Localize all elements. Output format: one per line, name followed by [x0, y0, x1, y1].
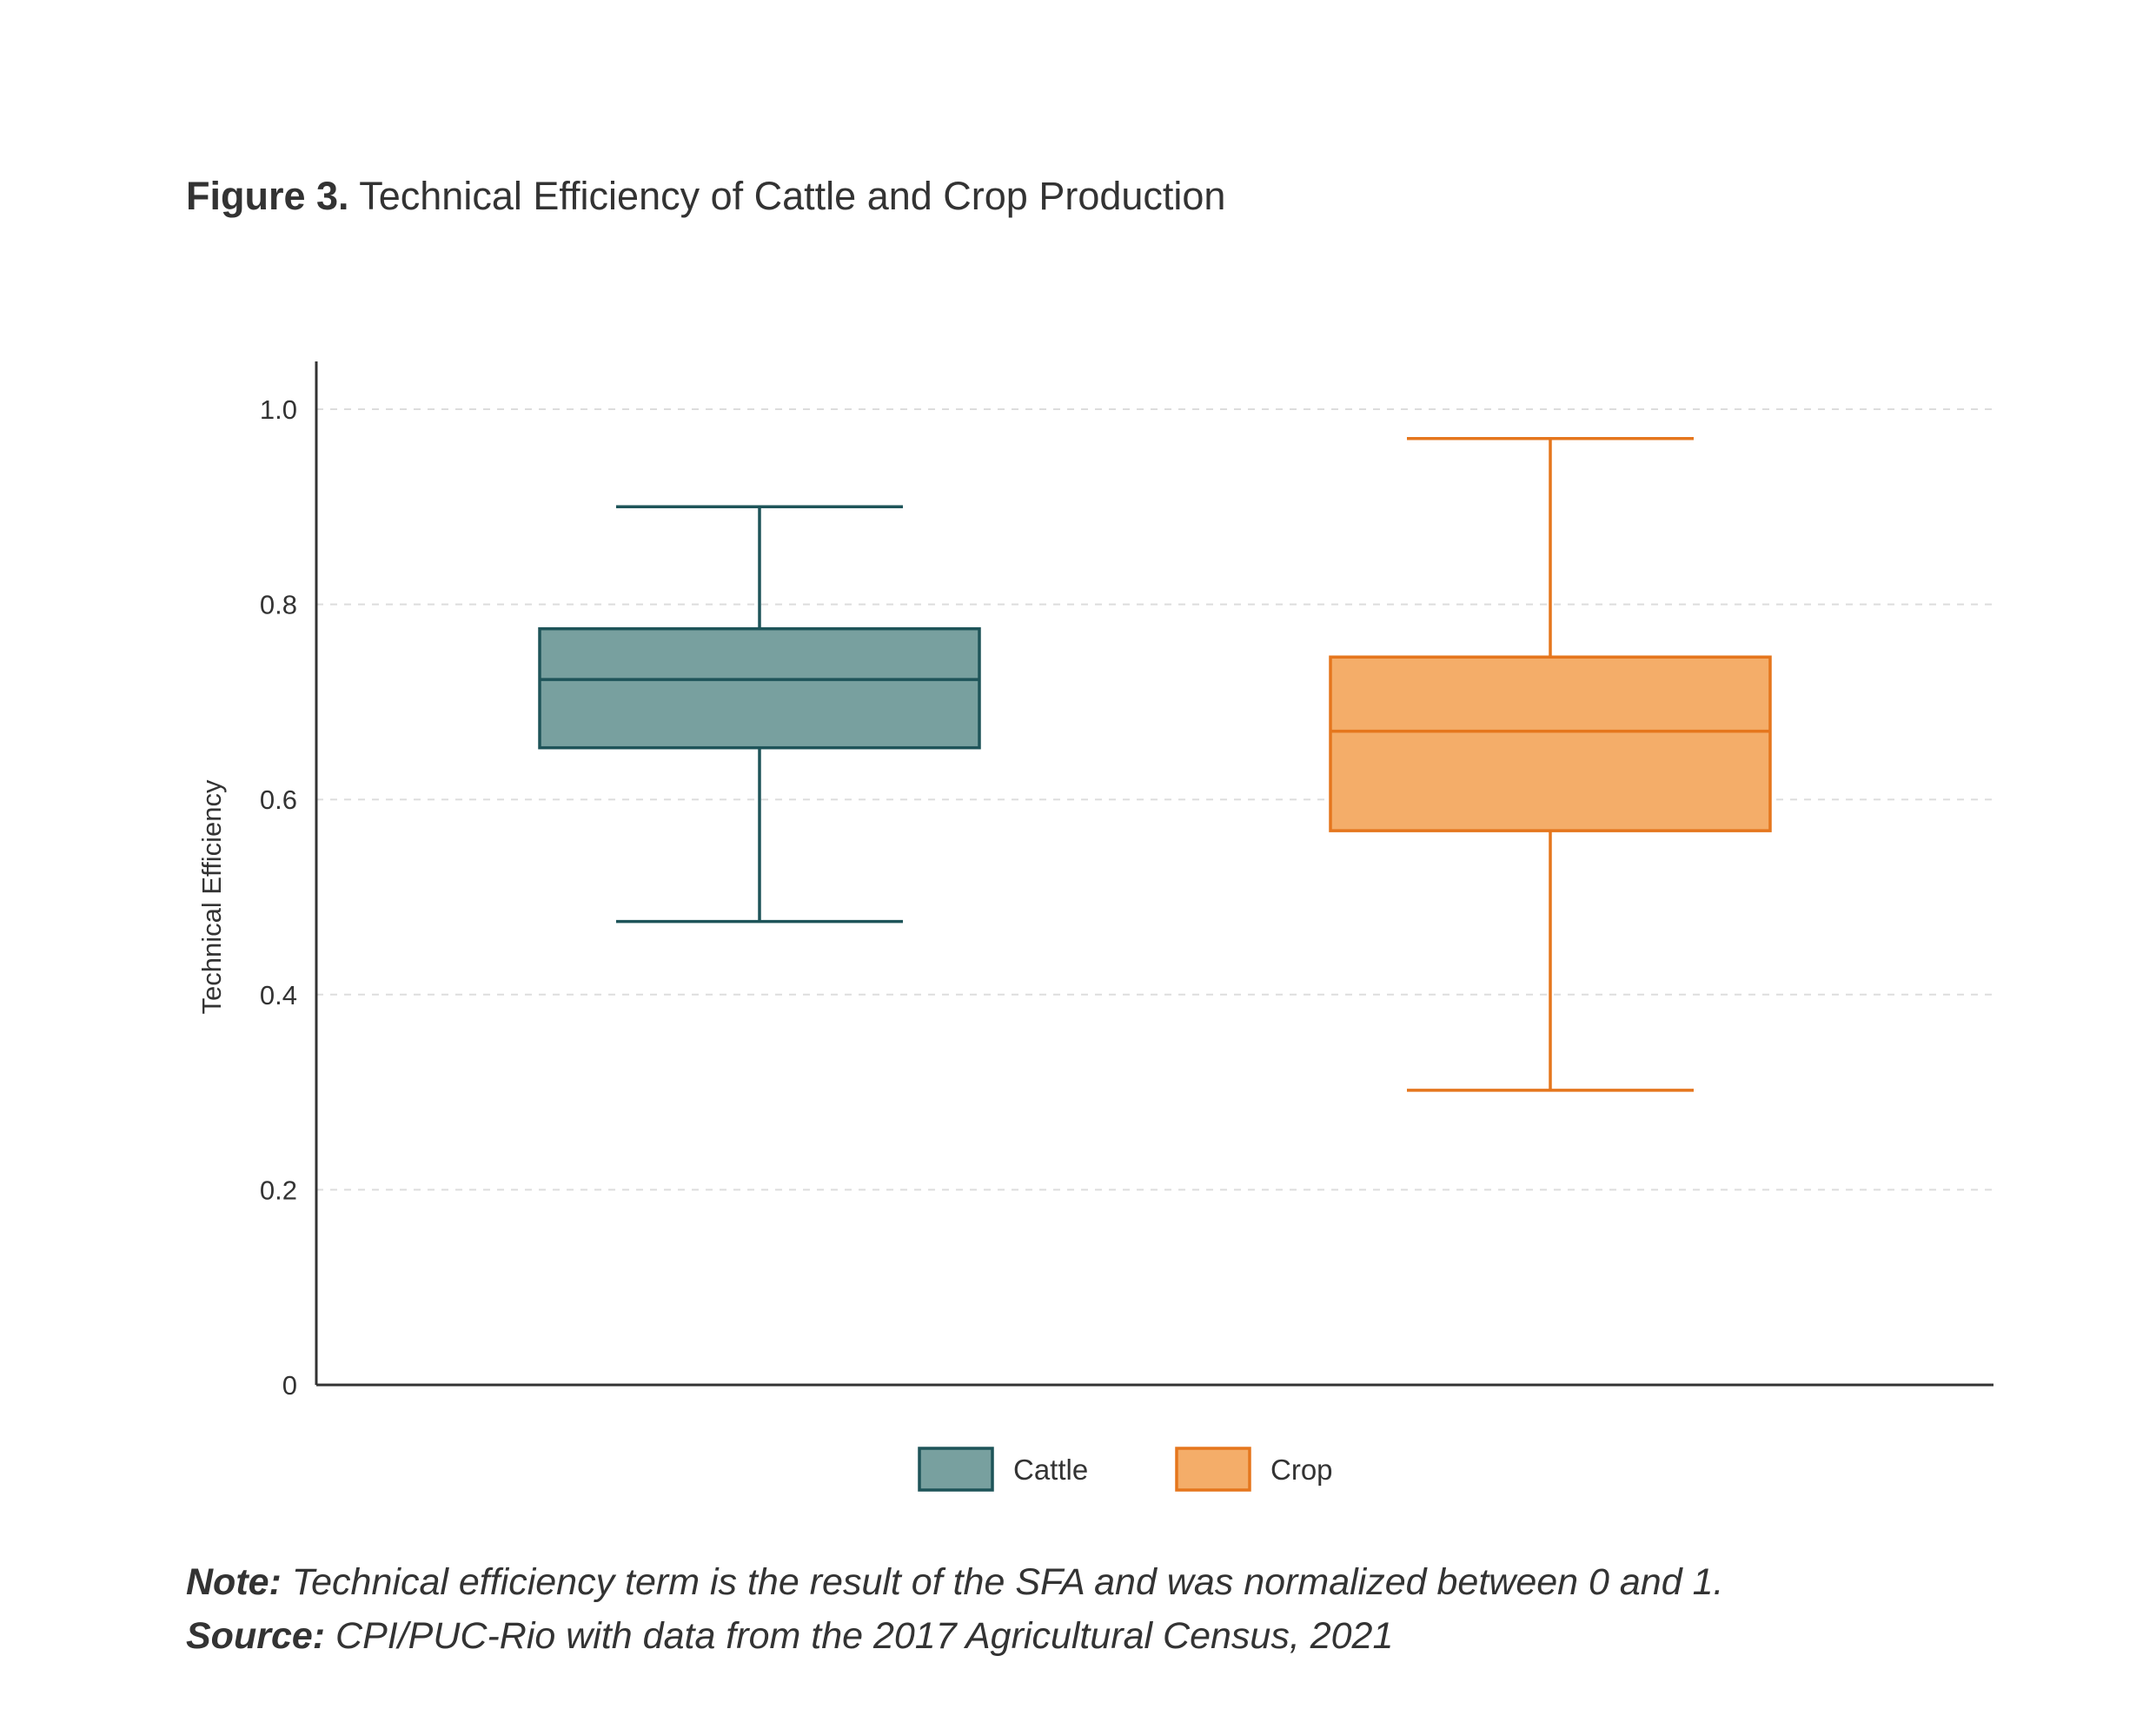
legend-swatch	[1175, 1447, 1251, 1492]
y-axis-title: Technical Efficiency	[196, 779, 227, 1014]
axes	[315, 361, 1993, 1387]
legend-swatch	[918, 1447, 994, 1492]
source-label: Source:	[186, 1615, 326, 1657]
legend-item-crop: Crop	[1175, 1447, 1333, 1492]
grid-lines	[316, 408, 1993, 1191]
boxes	[538, 436, 1772, 1092]
note-text: Technical efficiency term is the result …	[281, 1561, 1724, 1603]
y-tick-label: 0.6	[260, 785, 297, 815]
legend: Cattle Crop	[918, 1447, 1333, 1492]
footnotes: Note: Technical efficiency term is the r…	[186, 1555, 1723, 1663]
iqr-box	[538, 626, 981, 750]
box-cattle	[538, 505, 981, 924]
legend-label: Crop	[1270, 1454, 1333, 1486]
chart-title: Figure 3. Technical Efficiency of Cattle…	[186, 174, 1225, 219]
box-crop	[1329, 436, 1772, 1092]
y-tick-label: 0.2	[260, 1175, 297, 1205]
figure-title: Technical Efficiency of Cattle and Crop …	[359, 174, 1226, 218]
note-line: Note: Technical efficiency term is the r…	[186, 1555, 1723, 1609]
source-text: CPI/PUC-Rio with data from the 2017 Agri…	[325, 1615, 1394, 1657]
y-tick-label: 0	[282, 1370, 297, 1401]
figure-label: Figure 3.	[186, 174, 349, 218]
note-label: Note:	[186, 1561, 282, 1603]
iqr-box	[1329, 655, 1772, 832]
y-tick-label: 0.8	[260, 590, 297, 620]
y-tick-label: 1.0	[260, 394, 297, 425]
legend-label: Cattle	[1013, 1454, 1088, 1486]
y-tick-label: 0.4	[260, 980, 297, 1010]
source-line: Source: CPI/PUC-Rio with data from the 2…	[186, 1609, 1723, 1663]
y-tick-labels: 0 0.2 0.4 0.6 0.8 1.0	[260, 394, 297, 1401]
legend-item-cattle: Cattle	[918, 1447, 1088, 1492]
